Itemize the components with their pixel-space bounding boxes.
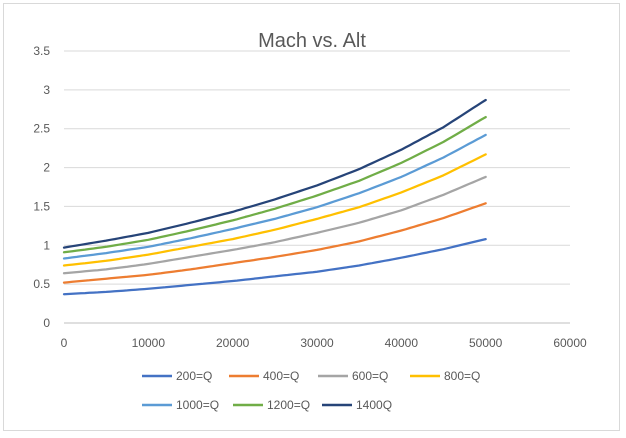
series-line xyxy=(62,153,487,267)
axes: 0 0.5 1 1.5 2 2.5 3 3.5 0 10000 20000 30000 40000 500… xyxy=(33,44,587,350)
y-tick-label: 0 xyxy=(43,316,50,330)
legend-label: 200=Q xyxy=(176,369,212,383)
y-tick-label: 3.5 xyxy=(33,44,50,58)
legend-label: 800=Q xyxy=(444,369,480,383)
x-tick-label: 60000 xyxy=(553,336,587,350)
line-chart: Mach vs. Alt 0 0.5 1 1.5 2 2.5 3 3.5 0 10000 20000… xyxy=(33,30,587,412)
x-tick-label: 30000 xyxy=(300,336,334,350)
x-tick-label: 20000 xyxy=(216,336,250,350)
y-tick-label: 1 xyxy=(43,238,50,252)
legend-label: 1200=Q xyxy=(267,398,310,412)
legend-label: 1000=Q xyxy=(176,398,219,412)
series-lines xyxy=(62,98,487,296)
series-line xyxy=(62,202,487,284)
y-tick-label: 0.5 xyxy=(33,277,50,291)
chart-title: Mach vs. Alt xyxy=(258,30,366,52)
series-line xyxy=(62,175,487,275)
legend-label: 400=Q xyxy=(263,369,299,383)
x-tick-label: 10000 xyxy=(132,336,166,350)
y-tick-label: 2.5 xyxy=(33,122,50,136)
x-tick-label: 40000 xyxy=(385,336,419,350)
legend-label: 600=Q xyxy=(352,369,388,383)
x-tick-label: 0 xyxy=(61,336,68,350)
series-line xyxy=(62,237,487,296)
series-line xyxy=(62,115,487,254)
x-tick-label: 50000 xyxy=(469,336,503,350)
series-line xyxy=(62,98,487,249)
y-tick-label: 1.5 xyxy=(33,199,50,213)
y-tick-label: 3 xyxy=(43,83,50,97)
chart-container: Mach vs. Alt 0 0.5 1 1.5 2 2.5 3 3.5 0 10000 20000… xyxy=(3,3,620,431)
gridlines xyxy=(64,50,570,324)
series-line xyxy=(62,133,487,260)
y-tick-label: 2 xyxy=(43,161,50,175)
legend: 200=Q 400=Q 600=Q 800=Q 1000=Q 1200=Q 1400Q xyxy=(142,369,480,412)
legend-label: 1400Q xyxy=(356,398,392,412)
